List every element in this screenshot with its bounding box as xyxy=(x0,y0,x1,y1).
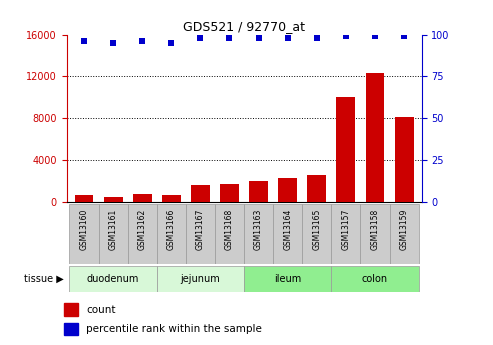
Point xyxy=(225,35,233,41)
Text: GSM13160: GSM13160 xyxy=(79,208,89,250)
Text: percentile rank within the sample: percentile rank within the sample xyxy=(86,324,262,334)
Bar xyxy=(336,97,355,202)
Text: GSM13164: GSM13164 xyxy=(283,208,292,250)
Point xyxy=(138,38,146,44)
Text: GSM13159: GSM13159 xyxy=(399,208,409,250)
Bar xyxy=(157,266,244,292)
Bar xyxy=(244,266,331,292)
Bar xyxy=(331,266,419,292)
Text: GSM13162: GSM13162 xyxy=(138,208,147,250)
Text: GSM13157: GSM13157 xyxy=(341,208,351,250)
Text: count: count xyxy=(86,305,115,315)
Bar xyxy=(394,117,414,202)
Bar xyxy=(104,197,123,202)
Bar xyxy=(157,204,186,264)
Bar xyxy=(99,204,128,264)
Bar xyxy=(360,204,389,264)
Title: GDS521 / 92770_at: GDS521 / 92770_at xyxy=(183,20,305,33)
Text: jejunum: jejunum xyxy=(180,274,220,284)
Point xyxy=(284,35,292,41)
Text: ileum: ileum xyxy=(274,274,301,284)
Bar xyxy=(302,204,331,264)
Point xyxy=(371,33,379,39)
Point xyxy=(196,35,204,41)
Text: colon: colon xyxy=(362,274,388,284)
Bar xyxy=(244,204,273,264)
Text: GSM13161: GSM13161 xyxy=(108,208,118,250)
Bar xyxy=(128,204,157,264)
Point xyxy=(255,35,263,41)
Bar xyxy=(215,204,244,264)
Bar xyxy=(273,204,302,264)
Text: duodenum: duodenum xyxy=(87,274,140,284)
Bar xyxy=(389,204,419,264)
Bar xyxy=(331,204,360,264)
Bar xyxy=(249,181,268,202)
Bar xyxy=(70,204,99,264)
Text: tissue ▶: tissue ▶ xyxy=(24,274,64,284)
Bar xyxy=(74,195,94,202)
Point xyxy=(313,35,321,41)
Bar xyxy=(365,73,385,202)
Point xyxy=(80,38,88,44)
Bar xyxy=(278,178,297,202)
Text: GSM13168: GSM13168 xyxy=(225,208,234,250)
Point xyxy=(167,40,175,46)
Text: GSM13167: GSM13167 xyxy=(196,208,205,250)
Bar xyxy=(186,204,215,264)
Point xyxy=(342,33,350,39)
Point xyxy=(109,40,117,46)
Bar xyxy=(162,195,181,202)
Bar xyxy=(133,194,152,202)
Bar xyxy=(64,323,78,335)
Text: GSM13166: GSM13166 xyxy=(167,208,176,250)
Text: GSM13158: GSM13158 xyxy=(370,208,380,250)
Text: GSM13163: GSM13163 xyxy=(254,208,263,250)
Bar xyxy=(220,184,239,202)
Bar xyxy=(64,304,78,316)
Point xyxy=(400,33,408,39)
Text: GSM13165: GSM13165 xyxy=(312,208,321,250)
Bar xyxy=(70,266,157,292)
Bar xyxy=(307,175,326,202)
Bar xyxy=(191,185,210,202)
